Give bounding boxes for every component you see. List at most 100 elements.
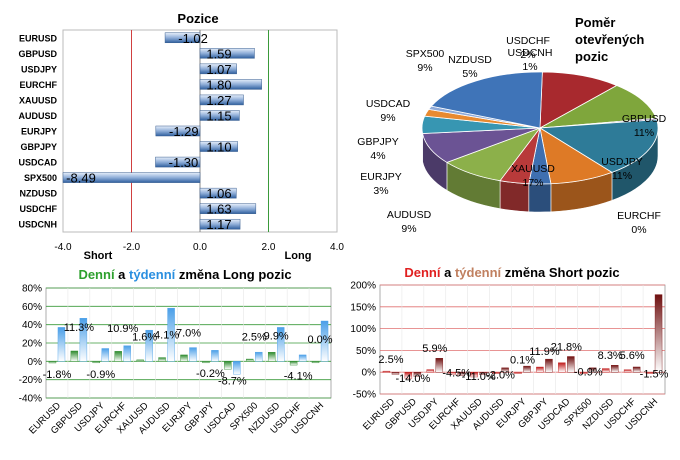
bar-t-denn-spx500	[589, 367, 597, 373]
bar-nzdusd	[199, 187, 237, 199]
bar-t-denn-usdcnh	[320, 320, 329, 362]
bar-usdchf	[199, 203, 257, 214]
x-tick-label: 4.0	[330, 242, 344, 253]
bar-denn-gbpjpy	[202, 361, 210, 364]
data-label-audusd: -2.0%	[486, 370, 515, 382]
y-tick-label: 80%	[22, 284, 42, 295]
bar-t-denn-gbpjpy	[545, 358, 553, 373]
short-change-chart: Denní a týdenní změna Short pozic -50% 0%…	[350, 265, 668, 433]
pie-pct-eurjpy: 3%	[373, 185, 388, 197]
data-label-gbpjpy: 11.9%	[529, 346, 560, 358]
bar-xauusd	[199, 94, 244, 106]
data-label-usdchf: 5.6%	[620, 350, 645, 362]
value-label-gbpusd: 1.59	[206, 46, 231, 61]
title-part: změna Long pozic	[175, 267, 291, 282]
pie-slice-usdjpy	[539, 85, 657, 129]
bar-denn-usdjpy	[92, 361, 101, 364]
title-part: týdenní	[129, 267, 176, 282]
bar-t-denn-xauusd	[145, 329, 153, 362]
bar-t-denn-eurjpy	[523, 365, 531, 373]
bar-denn-spx500	[246, 358, 254, 362]
bar-denn-eurchf	[114, 351, 122, 362]
category-label-xauusd: XAUUSD	[19, 95, 58, 105]
x-tick-label: 0.0	[193, 242, 207, 253]
pie-title-line: otevřených	[575, 32, 644, 47]
value-label-usdjpy: 1.07	[206, 62, 231, 77]
category-label-gbpusd: GBPUSD	[18, 49, 57, 59]
data-label-nzdusd: 8.3%	[598, 350, 623, 362]
category-label-eurusd: EURUSD	[19, 33, 58, 43]
x-tick-label: -2.0	[123, 242, 141, 253]
pie-label-eurchf: EURCHF	[617, 210, 661, 222]
bar-t-denn-spx500	[255, 351, 263, 362]
bar-t-denn-usdcad	[233, 361, 241, 375]
category-label-usdcad: USDCAD	[18, 158, 57, 168]
long-change-chart: Denní a týdenní změna Long pozic -40% -20…	[19, 267, 333, 437]
data-label-eurchf: -4.5%	[442, 368, 471, 380]
short-change-chart-title: Denní a týdenní změna Short pozic	[404, 265, 619, 280]
bar-t-denn-xauusd	[479, 372, 487, 376]
bar-denn-xauusd	[470, 372, 478, 378]
bar-eurjpy	[155, 125, 201, 137]
data-label-usdjpy: 5.9%	[422, 343, 447, 355]
y-tick-label: 60%	[22, 302, 42, 313]
bar-t-denn-usdjpy	[101, 348, 110, 362]
value-label-gbpjpy: 1.10	[206, 140, 231, 155]
positions-chart-title: Pozice	[177, 11, 218, 26]
bar-t-denn-gbpusd	[79, 318, 88, 362]
y-tick-label: 100%	[350, 324, 376, 335]
y-tick-label: 50%	[356, 346, 376, 357]
pie-title-line: pozic	[575, 49, 608, 64]
pie-pct-usdchf: 2%	[520, 49, 535, 61]
title-part: a	[115, 267, 129, 282]
bar-audusd	[199, 110, 240, 121]
title-part: Denní	[404, 265, 441, 280]
title-part: Denní	[78, 267, 115, 282]
data-label-usdcnh: 0.0%	[307, 334, 332, 346]
long-axis-label: Long	[285, 250, 312, 262]
bar-t-denn-audusd	[167, 307, 175, 362]
bar-t-denn-usdcnh	[654, 294, 663, 373]
category-label-usdchf: USDCHF	[20, 204, 58, 214]
bar-usdjpy	[199, 63, 237, 75]
plot-area	[379, 284, 666, 395]
bar-t-denn-gbpusd	[413, 372, 422, 377]
data-label-usdchf: -4.1%	[284, 371, 313, 383]
bar-t-denn-eurjpy	[189, 347, 197, 362]
pie-pct-gbpjpy: 4%	[370, 150, 385, 162]
bar-t-denn-eurusd	[391, 372, 400, 375]
pie-label-xauusd: XAUUSD	[511, 163, 555, 175]
bar-denn-usdcnh	[311, 361, 320, 364]
data-label-usdcnh: -1.5%	[640, 368, 669, 380]
pie-label-eurjpy: EURJPY	[360, 171, 401, 183]
value-label-usdchf: 1.63	[206, 202, 231, 217]
category-label-nzdusd: NZDUSD	[20, 189, 58, 199]
pie-label-gbpusd: GBPUSD	[622, 113, 667, 125]
bar-denn-eurjpy	[514, 371, 522, 374]
value-label-audusd: 1.15	[206, 108, 231, 123]
bar-denn-eurusd	[382, 370, 391, 373]
x-tick-label: 2.0	[262, 242, 276, 253]
data-label-gbpusd: 11.3%	[64, 322, 95, 334]
data-label-gbpjpy: -0.2%	[196, 368, 225, 380]
value-label-spx500: -8.49	[66, 171, 96, 186]
data-label-eurjpy: 0.1%	[510, 354, 535, 366]
data-label-xauusd: 1.6%	[132, 331, 157, 343]
y-tick-label: -20%	[19, 375, 42, 386]
bar-denn-gbpjpy	[536, 366, 544, 373]
long-change-chart-title: Denní a týdenní změna Long pozic	[78, 267, 291, 282]
bar-t-denn-nzdusd	[276, 327, 285, 362]
y-tick-label: 0%	[362, 368, 377, 379]
pie-label-gbpjpy: GBPJPY	[357, 136, 398, 148]
pie-slice-gbpusd	[539, 71, 618, 129]
bar-denn-audusd	[492, 372, 500, 374]
pie-pct-eurchf: 0%	[631, 224, 646, 236]
pie-label-usdchf: USDCHF	[506, 35, 550, 47]
pie-label-usdcad: USDCAD	[366, 98, 411, 110]
bar-eurchf	[199, 79, 262, 90]
short-axis-label: Short	[84, 250, 113, 262]
bar-t-denn-usdcad	[567, 356, 575, 373]
category-label-eurchf: EURCHF	[20, 80, 58, 90]
bar-eurusd	[164, 32, 201, 44]
bar-t-denn-usdchf	[298, 354, 307, 362]
